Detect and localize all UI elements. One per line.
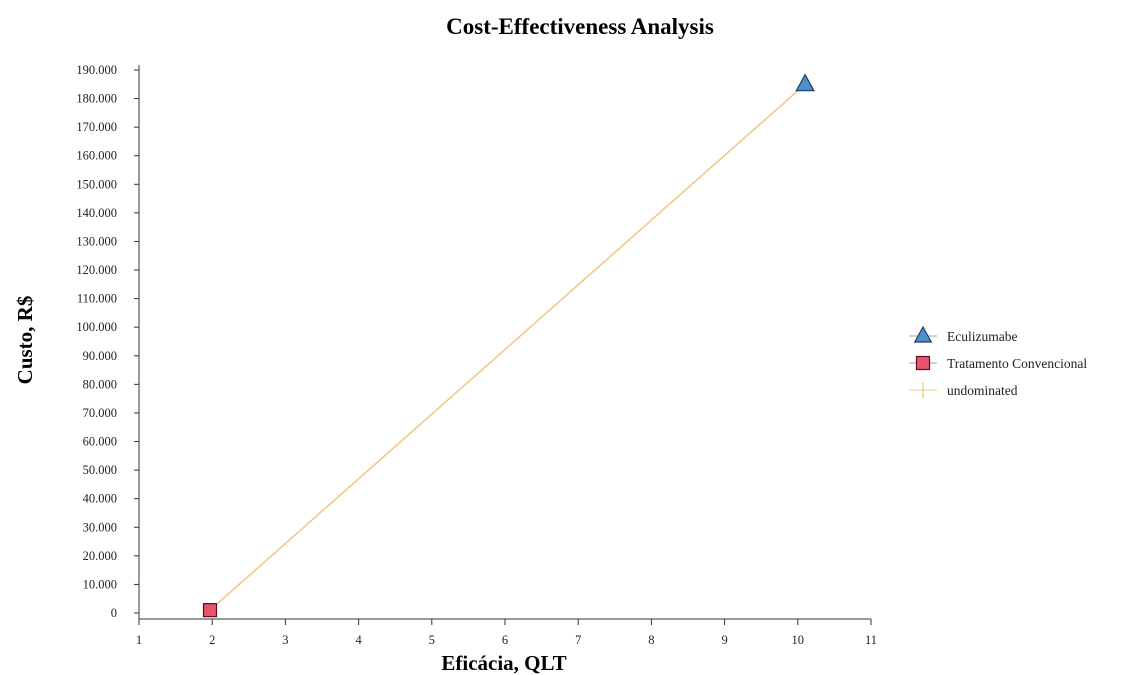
y-tick-label: 120.000 xyxy=(76,263,117,277)
y-tick-label: 90.000 xyxy=(83,349,117,363)
x-tick-label: 1 xyxy=(136,633,142,647)
y-tick-label: 50.000 xyxy=(83,463,117,477)
eculizumabe-point xyxy=(795,73,815,92)
y-tick-label: 40.000 xyxy=(83,492,117,506)
y-tick-label: 80.000 xyxy=(83,377,117,391)
plot-marks xyxy=(202,73,815,618)
x-tick-label: 5 xyxy=(429,633,435,647)
y-axis-title: Custo, R$ xyxy=(13,296,37,385)
y-tick-label: 190.000 xyxy=(76,63,117,77)
y-tick-label: 150.000 xyxy=(76,177,117,191)
y-tick-label: 30.000 xyxy=(83,520,117,534)
y-tick-label: 10.000 xyxy=(83,577,117,591)
x-tick-label: 6 xyxy=(502,633,508,647)
y-tick-label: 60.000 xyxy=(83,435,117,449)
x-tick-label: 4 xyxy=(355,633,362,647)
legend-label: Eculizumabe xyxy=(947,329,1017,344)
x-tick-label: 3 xyxy=(282,633,288,647)
x-tick-label: 10 xyxy=(792,633,805,647)
x-tick-label: 8 xyxy=(648,633,654,647)
y-tick-label: 70.000 xyxy=(83,406,117,420)
undominated-frontier-line xyxy=(209,83,806,611)
chart-title: Cost-Effectiveness Analysis xyxy=(446,14,714,39)
x-tick-label: 2 xyxy=(209,633,215,647)
y-tick-label: 130.000 xyxy=(76,234,117,248)
y-tick-label: 140.000 xyxy=(76,206,117,220)
y-tick-label: 160.000 xyxy=(76,149,117,163)
y-tick-label: 110.000 xyxy=(77,292,117,306)
y-tick-label: 0 xyxy=(111,606,117,620)
axes: 0 10.000 20.000 30.000 40.000 50.000 60.000 70.… xyxy=(76,63,877,647)
y-tick-label: 20.000 xyxy=(83,549,117,563)
y-tick-label: 100.000 xyxy=(76,320,117,334)
x-tick-label: 7 xyxy=(575,633,581,647)
y-tick-label: 180.000 xyxy=(76,92,117,106)
tratamento-convencional-point xyxy=(202,603,218,618)
legend-label: Tratamento Convencional xyxy=(947,356,1087,371)
x-tick-label: 11 xyxy=(865,633,877,647)
legend-marker-0 xyxy=(913,325,933,343)
y-tick-label: 170.000 xyxy=(76,120,117,134)
legend-marker-1 xyxy=(915,355,931,371)
x-tick-label: 9 xyxy=(721,633,727,647)
legend-label: undominated xyxy=(947,383,1018,398)
legend: Eculizumabe Tratamento Convencional undomi… xyxy=(909,325,1087,398)
x-axis-title: Eficácia, QLT xyxy=(441,651,566,675)
